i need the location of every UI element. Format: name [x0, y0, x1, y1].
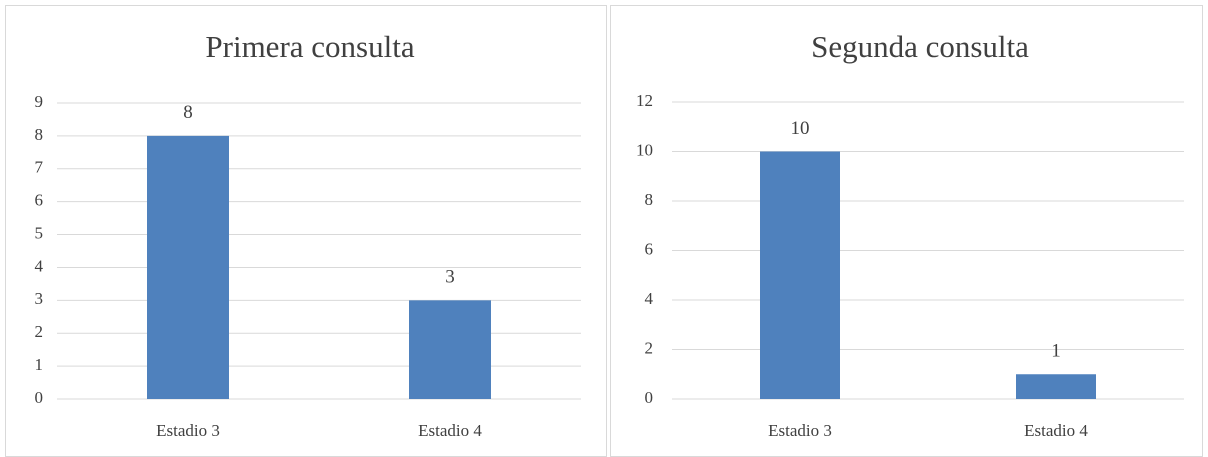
- y-tick-label: 1: [35, 355, 44, 374]
- y-tick-label: 6: [645, 239, 654, 258]
- bar: [760, 151, 840, 399]
- y-tick-label: 8: [645, 190, 654, 209]
- y-tick-label: 0: [645, 388, 654, 407]
- data-label: 10: [791, 118, 810, 139]
- y-tick-label: 4: [35, 256, 44, 275]
- x-tick-label: Estadio 3: [156, 421, 220, 440]
- y-tick-label: 7: [35, 158, 44, 177]
- panel-border: [610, 5, 1203, 457]
- y-tick-label: 6: [35, 191, 44, 210]
- y-tick-label: 2: [35, 322, 44, 341]
- x-tick-label: Estadio 3: [768, 421, 832, 440]
- y-tick-label: 4: [645, 289, 654, 308]
- x-tick-label: Estadio 4: [418, 421, 482, 440]
- y-tick-label: 10: [636, 140, 653, 159]
- y-tick-label: 5: [35, 223, 44, 242]
- data-label: 8: [183, 102, 193, 123]
- y-tick-label: 8: [35, 125, 44, 144]
- y-tick-label: 3: [35, 289, 44, 308]
- panel-border: [5, 5, 607, 457]
- bar: [409, 300, 491, 399]
- chart-title: Segunda consulta: [811, 29, 1029, 64]
- data-label: 3: [445, 267, 455, 288]
- y-tick-label: 12: [636, 91, 653, 110]
- y-tick-label: 0: [35, 388, 44, 407]
- y-tick-label: 2: [645, 338, 654, 357]
- bar: [1016, 374, 1096, 399]
- y-tick-label: 9: [35, 92, 44, 111]
- chart-title: Primera consulta: [205, 29, 414, 64]
- bar: [147, 135, 229, 399]
- x-tick-label: Estadio 4: [1024, 421, 1088, 440]
- data-label: 1: [1051, 341, 1061, 362]
